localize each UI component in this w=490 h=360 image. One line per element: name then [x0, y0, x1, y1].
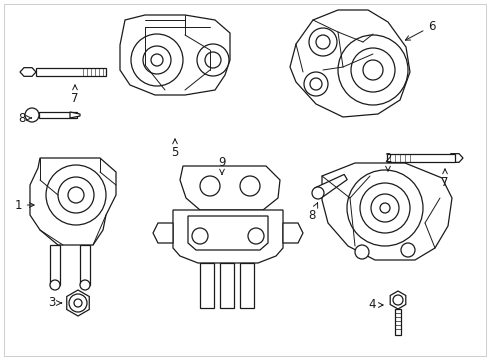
- Circle shape: [351, 48, 395, 92]
- Circle shape: [360, 183, 410, 233]
- Text: 8: 8: [18, 112, 31, 125]
- Circle shape: [143, 46, 171, 74]
- Polygon shape: [153, 223, 173, 243]
- Circle shape: [316, 35, 330, 49]
- Circle shape: [25, 108, 39, 122]
- Text: 8: 8: [308, 203, 318, 221]
- Polygon shape: [50, 245, 60, 285]
- Polygon shape: [322, 163, 452, 260]
- Polygon shape: [387, 154, 455, 162]
- Circle shape: [68, 187, 84, 203]
- Circle shape: [205, 52, 221, 68]
- Circle shape: [74, 299, 82, 307]
- Circle shape: [197, 44, 229, 76]
- Polygon shape: [173, 210, 283, 263]
- Polygon shape: [283, 223, 303, 243]
- Polygon shape: [200, 263, 214, 308]
- Circle shape: [363, 60, 383, 80]
- Circle shape: [380, 203, 390, 213]
- Polygon shape: [67, 290, 89, 316]
- Polygon shape: [30, 158, 116, 245]
- Circle shape: [69, 294, 87, 312]
- Polygon shape: [390, 291, 406, 309]
- Text: 7: 7: [71, 85, 79, 104]
- Polygon shape: [220, 263, 234, 308]
- Polygon shape: [120, 15, 230, 95]
- Text: 1: 1: [14, 198, 34, 212]
- Circle shape: [304, 72, 328, 96]
- Text: 2: 2: [384, 152, 392, 171]
- Text: 4: 4: [368, 298, 383, 311]
- Polygon shape: [20, 68, 36, 76]
- Text: 5: 5: [172, 139, 179, 158]
- Text: 3: 3: [49, 297, 61, 310]
- Circle shape: [310, 78, 322, 90]
- Circle shape: [309, 28, 337, 56]
- Polygon shape: [290, 10, 410, 117]
- Circle shape: [248, 228, 264, 244]
- Polygon shape: [39, 112, 77, 118]
- Circle shape: [347, 170, 423, 246]
- Circle shape: [393, 295, 403, 305]
- Text: 7: 7: [441, 169, 449, 189]
- Circle shape: [355, 245, 369, 259]
- Polygon shape: [395, 309, 401, 335]
- Polygon shape: [36, 68, 106, 76]
- Polygon shape: [240, 263, 254, 308]
- Circle shape: [338, 35, 408, 105]
- Circle shape: [58, 177, 94, 213]
- Circle shape: [401, 243, 415, 257]
- Polygon shape: [180, 166, 280, 210]
- Circle shape: [151, 54, 163, 66]
- Polygon shape: [70, 112, 80, 118]
- Polygon shape: [80, 245, 90, 285]
- Circle shape: [200, 176, 220, 196]
- Circle shape: [50, 280, 60, 290]
- Circle shape: [312, 187, 324, 199]
- Circle shape: [46, 165, 106, 225]
- Text: 6: 6: [405, 19, 436, 40]
- Polygon shape: [315, 174, 347, 198]
- Polygon shape: [447, 154, 463, 162]
- Circle shape: [240, 176, 260, 196]
- Circle shape: [131, 34, 183, 86]
- Text: 9: 9: [218, 156, 226, 174]
- Polygon shape: [188, 216, 268, 250]
- Circle shape: [80, 280, 90, 290]
- Circle shape: [192, 228, 208, 244]
- Circle shape: [371, 194, 399, 222]
